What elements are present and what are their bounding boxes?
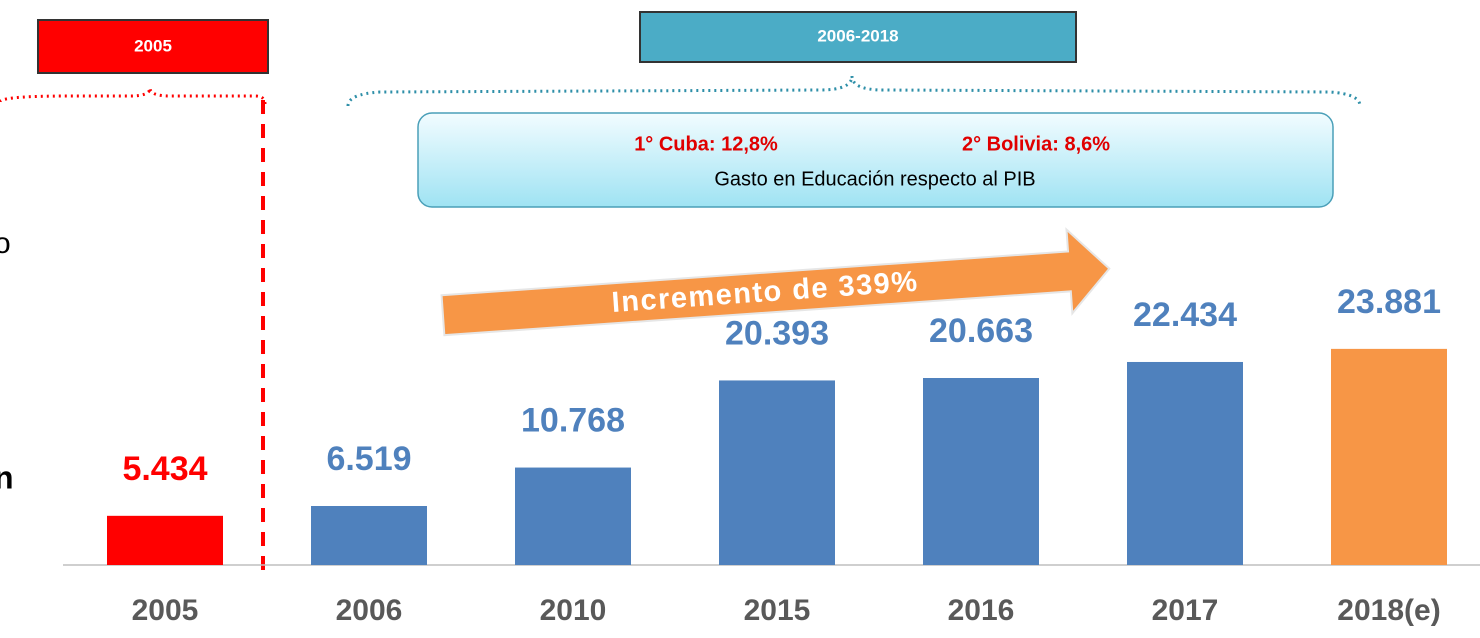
bar	[1331, 348, 1447, 565]
x-tick-label: 2005	[132, 594, 199, 627]
period-label: 2005	[134, 36, 172, 55]
value-label: 22.434	[1133, 296, 1237, 334]
side-text: n	[0, 459, 14, 495]
value-label: 20.393	[725, 314, 829, 352]
bar	[719, 380, 835, 565]
bracket	[0, 87, 267, 105]
callout-text: Gasto en Educación respecto al PIB	[714, 168, 1035, 190]
value-label: 23.881	[1337, 283, 1441, 321]
bar	[311, 506, 427, 565]
bar	[515, 467, 631, 565]
period-box	[37, 19, 269, 74]
side-text: o	[0, 227, 11, 260]
callout	[417, 112, 1334, 208]
period-box	[639, 11, 1077, 63]
x-tick-label: 2010	[540, 594, 607, 627]
bar	[923, 377, 1039, 565]
bar	[107, 515, 223, 565]
bar	[1127, 361, 1243, 565]
x-tick-label: 2017	[1152, 594, 1219, 627]
value-label: 6.519	[326, 440, 411, 478]
period-label: 2006-2018	[817, 26, 898, 45]
x-tick-label: 2006	[336, 594, 403, 627]
callout-text: 2° Bolivia: 8,6%	[962, 133, 1110, 155]
value-label: 5.434	[122, 450, 207, 488]
callout-text: 1° Cuba: 12,8%	[634, 133, 778, 155]
arrow-shape	[440, 227, 1111, 337]
value-label: 10.768	[521, 402, 625, 440]
x-tick-label: 2016	[948, 594, 1015, 627]
x-tick-label: 2015	[744, 594, 811, 627]
value-label: 20.663	[929, 312, 1033, 350]
x-tick-label: 2018(e)	[1337, 594, 1440, 627]
bracket	[346, 75, 1362, 107]
